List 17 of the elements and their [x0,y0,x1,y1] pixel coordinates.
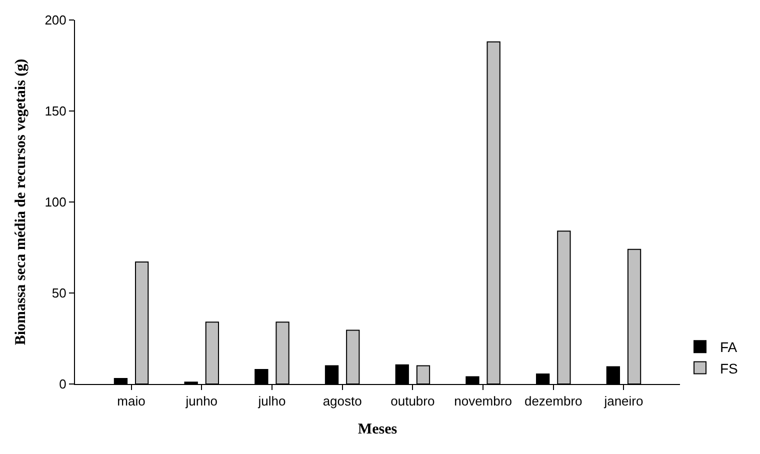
x-tick-label: agosto [322,394,362,409]
x-tick-label: novembro [454,394,512,409]
legend-label: FA [720,339,738,356]
x-tick-label: julho [257,394,286,409]
x-tick-label: junho [184,394,218,409]
x-tick-label: maio [117,394,146,409]
x-axis-title: Meses [358,422,398,438]
y-tick-label: 150 [44,104,66,119]
x-tick-label: outubro [390,394,435,409]
x-tick-label: dezembro [524,394,582,409]
y-tick-label: 200 [44,12,66,28]
y-tick-label: 100 [44,194,66,210]
legend-label: FS [720,360,738,376]
y-axis-title: Biomassa seca média de recursos vegetais (g) [12,58,29,346]
y-tick-label: 50 [52,286,66,301]
y-tick-label: 0 [59,376,66,392]
x-tick-label: janeiro [603,394,644,409]
